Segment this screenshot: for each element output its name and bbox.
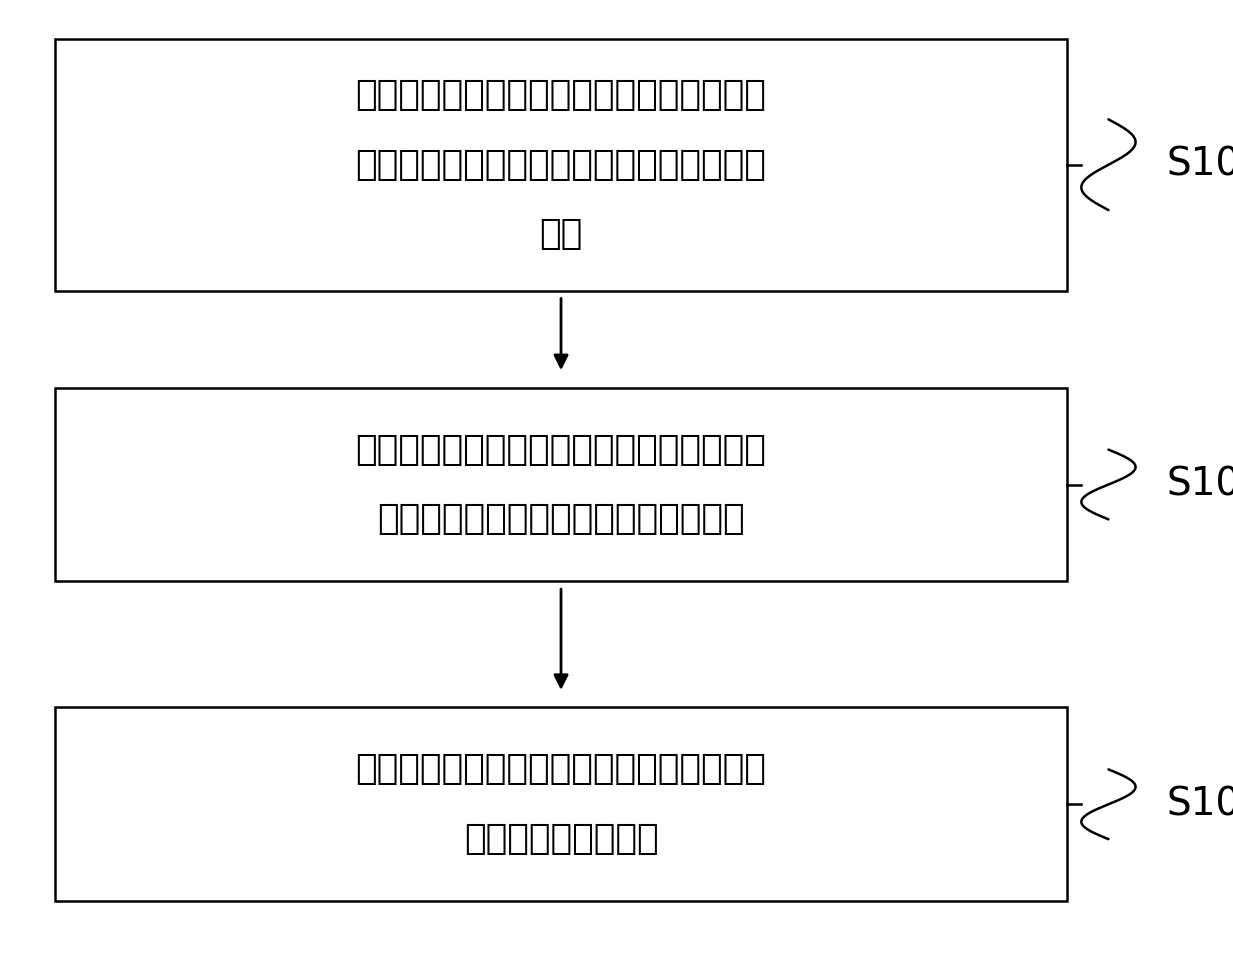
Text: S102: S102 bbox=[1166, 145, 1233, 184]
Bar bbox=[55, 707, 1067, 901]
Text: 根据所述目标斜率值和目标偏移值，确定所: 根据所述目标斜率值和目标偏移值，确定所 bbox=[355, 432, 767, 467]
Text: 对显示面板在目标区域下的多个灰阶对应的: 对显示面板在目标区域下的多个灰阶对应的 bbox=[355, 78, 767, 112]
Text: 根据基准亮度值，确定目标灰阶下每个像素: 根据基准亮度值，确定目标灰阶下每个像素 bbox=[355, 752, 767, 787]
Bar bbox=[55, 39, 1067, 291]
Text: 亮度值进行拟合，得到目标斜率值和目标偏: 亮度值进行拟合，得到目标斜率值和目标偏 bbox=[355, 147, 767, 182]
Text: S106: S106 bbox=[1166, 785, 1233, 824]
Text: 点对应的输出灰阶值: 点对应的输出灰阶值 bbox=[464, 822, 658, 857]
Text: S104: S104 bbox=[1166, 465, 1233, 504]
Text: 移值: 移值 bbox=[539, 217, 583, 252]
Bar bbox=[55, 388, 1067, 581]
Text: 述显示面板在目标灰阶下的基准亮度值: 述显示面板在目标灰阶下的基准亮度值 bbox=[377, 502, 745, 537]
